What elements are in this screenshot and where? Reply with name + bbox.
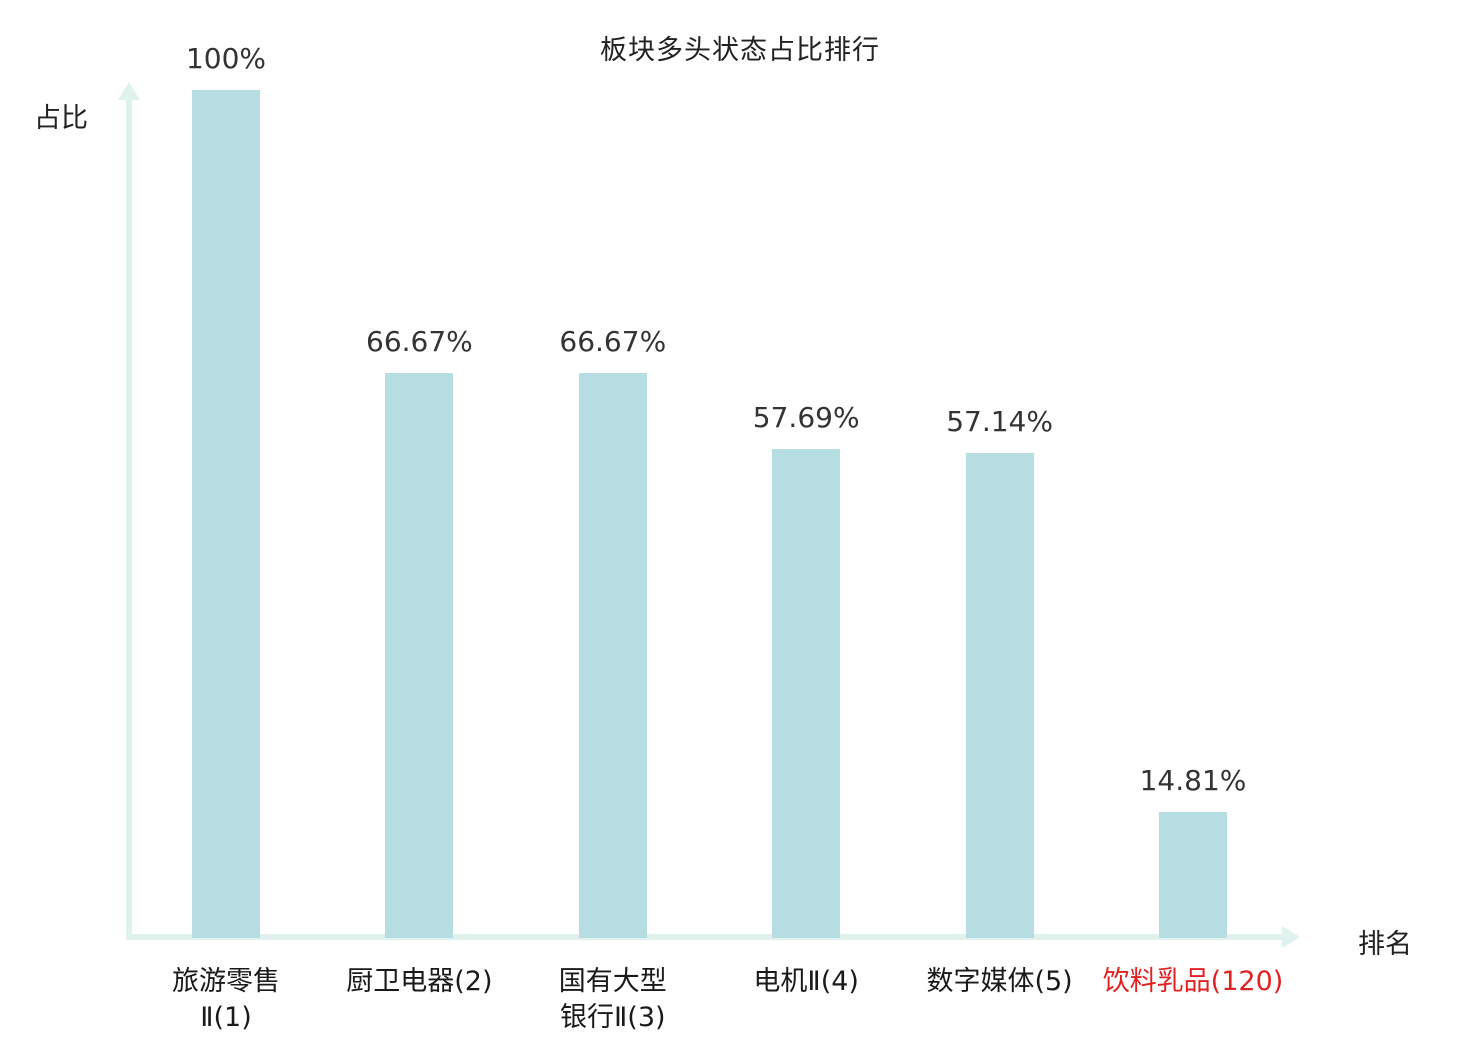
x-axis-line [126, 934, 1284, 940]
bar-6 [1159, 812, 1227, 938]
bar-value-label: 66.67% [559, 325, 667, 358]
category-label: 电机Ⅱ(4) [753, 966, 859, 997]
x-axis-label: 排名 [1358, 929, 1412, 960]
bar-value-label: 66.67% [366, 325, 473, 358]
y-axis-arrow-icon [118, 82, 140, 100]
bar-2 [385, 373, 454, 938]
bar-1 [192, 90, 260, 938]
category-label: 饮料乳品(120) [1102, 966, 1284, 997]
category-label: 数字媒体(5) [926, 966, 1073, 997]
y-axis-label: 占比 [34, 103, 88, 134]
x-axis-arrow-icon [1282, 926, 1300, 948]
category-label: 旅游零售 Ⅱ(1) [172, 966, 280, 1033]
bar-5 [965, 453, 1034, 938]
category-label: 国有大型 银行Ⅱ(3) [558, 966, 667, 1033]
chart-title: 板块多头状态占比排行 [600, 35, 880, 66]
bar-value-label: 57.14% [946, 405, 1053, 438]
bar-value-label: 100% [185, 42, 267, 75]
bar-4 [772, 449, 841, 938]
category-label: 厨卫电器(2) [346, 966, 493, 997]
bar-3 [578, 373, 647, 938]
y-axis-line [126, 96, 132, 940]
bar-value-label: 57.69% [752, 401, 860, 434]
bar-value-label: 14.81% [1139, 764, 1247, 797]
